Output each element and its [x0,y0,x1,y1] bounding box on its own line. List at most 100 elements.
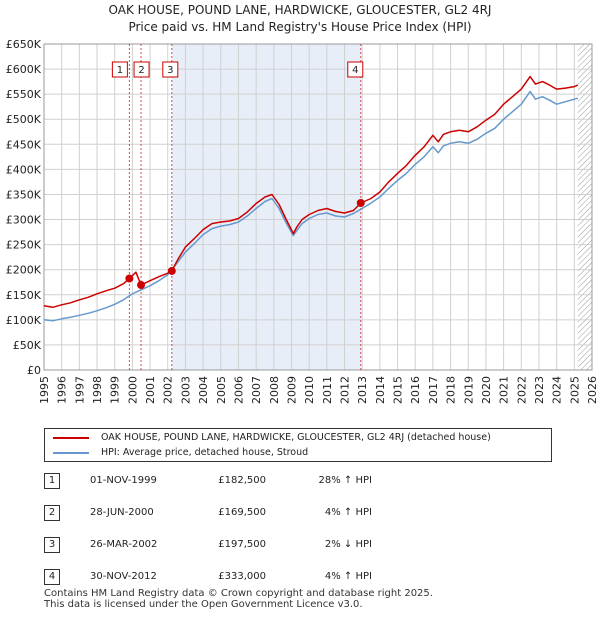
y-tick-label: £600K [6,63,42,76]
transaction-row: 1 01-NOV-1999 £182,500 28% ↑ HPI [44,473,404,489]
transaction-row: 3 26-MAR-2002 £197,500 2% ↓ HPI [44,537,404,553]
legend-item-price: OAK HOUSE, POUND LANE, HARDWICKE, GLOUCE… [53,431,491,445]
transaction-number: 2 [44,505,60,521]
transaction-dot [167,266,176,275]
footer: Contains HM Land Registry data © Crown c… [44,588,433,610]
x-tick-label: 2006 [232,376,245,404]
y-tick-label: £0 [27,364,41,377]
x-tick-label: 2001 [144,376,157,404]
x-tick-label: 2013 [356,376,369,404]
transaction-badge: 3 [162,61,179,78]
x-tick-label: 2008 [268,376,281,404]
x-tick-label: 2024 [551,376,564,404]
y-tick-label: £550K [6,88,42,101]
y-tick-label: £350K [6,188,42,201]
y-tick-label: £300K [6,214,42,227]
badge-box [133,61,150,78]
transaction-dot [356,198,365,207]
y-tick-label: £500K [6,113,42,126]
transaction-hpi: 4% ↑ HPI [324,507,372,518]
legend-label-price: OAK HOUSE, POUND LANE, HARDWICKE, GLOUCE… [101,432,491,443]
y-tick-label: £250K [6,239,42,252]
legend-swatch-price [53,436,89,439]
x-tick-label: 2011 [321,376,334,404]
x-tick-label: 2014 [374,376,387,404]
grid-lines [43,43,593,371]
x-tick-label: 2007 [250,376,263,404]
transaction-row: 4 30-NOV-2012 £333,000 4% ↑ HPI [44,569,404,585]
title-line-1: OAK HOUSE, POUND LANE, HARDWICKE, GLOUCE… [108,3,492,17]
x-tick-label: 1997 [73,376,86,404]
x-tick-label: 1995 [38,376,51,404]
x-tick-label: 2009 [285,376,298,404]
transaction-badge: 1 [111,61,128,78]
transaction-date: 26-MAR-2002 [90,539,158,550]
transaction-number: 3 [44,537,60,553]
transaction-price: £197,500 [218,539,266,550]
x-axis: 1995 1996 1997 1998 1999 2000 2001 2002 2003 2004… [38,376,599,404]
footer-line-1: Contains HM Land Registry data © Crown c… [44,588,433,599]
x-tick-label: 2019 [462,376,475,404]
badge-label: 1 [117,65,123,76]
plot-border [43,43,593,371]
badge-label: 4 [352,65,358,76]
footer-line-2: This data is licensed under the Open Gov… [44,599,363,610]
transaction-number: 1 [44,473,60,489]
x-tick-label: 1998 [91,376,104,404]
transaction-price: £182,500 [218,475,266,486]
series-lines [43,75,579,322]
series-line-hpi [43,90,579,322]
transaction-number: 4 [44,569,60,585]
x-tick-label: 2020 [480,376,493,404]
x-tick-label: 2023 [533,376,546,404]
x-tick-label: 1996 [56,376,69,404]
transaction-date: 30-NOV-2012 [90,571,157,582]
x-tick-label: 2005 [215,376,228,404]
x-tick-label: 1999 [109,376,122,404]
series-line-price [43,75,579,309]
legend-item-hpi: HPI: Average price, detached house, Stro… [53,446,308,460]
x-tick-label: 2002 [162,376,175,404]
badge-box [111,61,128,78]
transaction-hpi: 4% ↑ HPI [324,571,372,582]
highlight-band [171,44,361,370]
title-line-2: Price paid vs. HM Land Registry's House … [128,20,472,34]
plot-background [44,44,592,370]
y-axis: £0 £50K £100K £150K £200K £250K £300K £350K £400… [6,38,42,377]
y-tick-label: £400K [6,163,42,176]
transaction-date: 28-JUN-2000 [90,507,154,518]
transaction-hpi: 2% ↓ HPI [324,539,372,550]
x-tick-label: 2017 [427,376,440,404]
badge-box [162,61,179,78]
x-tick-label: 2010 [303,376,316,404]
x-tick-label: 2003 [179,376,192,404]
y-tick-label: £650K [6,38,42,51]
x-tick-label: 2025 [568,376,581,404]
transaction-badge: 4 [347,61,364,78]
y-tick-label: £200K [6,264,42,277]
y-tick-label: £100K [6,314,42,327]
transaction-dots [125,198,365,289]
transaction-price: £333,000 [218,571,266,582]
x-tick-label: 2012 [339,376,352,404]
transaction-badge: 2 [133,61,150,78]
x-tick-label: 2022 [515,376,528,404]
y-tick-label: £50K [13,339,42,352]
x-tick-label: 2000 [126,376,139,404]
x-tick-label: 2021 [498,376,511,404]
y-tick-label: £450K [6,138,42,151]
transaction-price: £169,500 [218,507,266,518]
legend-swatch-hpi [53,451,89,454]
transaction-row: 2 28-JUN-2000 £169,500 4% ↑ HPI [44,505,404,521]
chart-title: OAK HOUSE, POUND LANE, HARDWICKE, GLOUCE… [0,2,600,36]
future-hatch [577,44,592,370]
badge-box [347,61,364,78]
y-tick-label: £150K [6,289,42,302]
transaction-dot [125,274,134,283]
transaction-hpi: 28% ↑ HPI [318,475,372,486]
transaction-dot [137,280,146,289]
transaction-badges: 1 2 3 4 [111,61,364,78]
badge-label: 3 [167,65,173,76]
x-tick-label: 2004 [197,376,210,404]
x-tick-label: 2016 [409,376,422,404]
